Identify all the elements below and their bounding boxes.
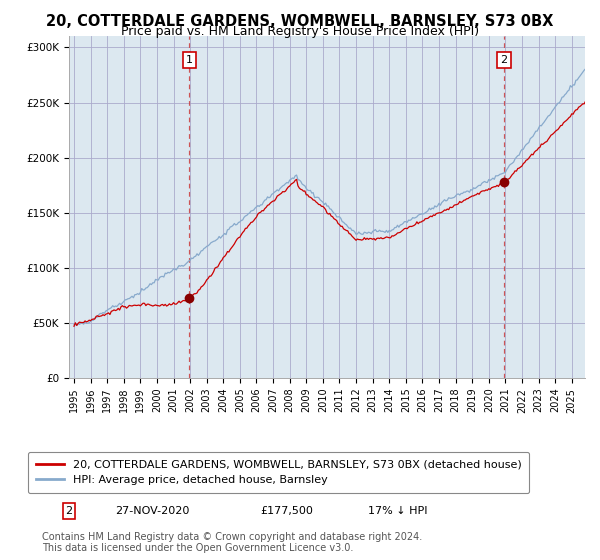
Text: 17% ↓ HPI: 17% ↓ HPI xyxy=(368,506,428,516)
Text: Contains HM Land Registry data © Crown copyright and database right 2024.
This d: Contains HM Land Registry data © Crown c… xyxy=(42,531,422,553)
Text: 4% ↓ HPI: 4% ↓ HPI xyxy=(368,480,421,491)
Text: 27-NOV-2020: 27-NOV-2020 xyxy=(115,506,190,516)
Text: Price paid vs. HM Land Registry's House Price Index (HPI): Price paid vs. HM Land Registry's House … xyxy=(121,25,479,38)
Legend: 20, COTTERDALE GARDENS, WOMBWELL, BARNSLEY, S73 0BX (detached house), HPI: Avera: 20, COTTERDALE GARDENS, WOMBWELL, BARNSL… xyxy=(28,452,529,493)
Text: 1: 1 xyxy=(65,480,73,491)
Text: £73,000: £73,000 xyxy=(260,480,305,491)
Text: 14-DEC-2001: 14-DEC-2001 xyxy=(115,480,189,491)
Text: 2: 2 xyxy=(500,55,508,66)
Text: 2: 2 xyxy=(65,506,73,516)
Text: £177,500: £177,500 xyxy=(260,506,313,516)
Text: 20, COTTERDALE GARDENS, WOMBWELL, BARNSLEY, S73 0BX: 20, COTTERDALE GARDENS, WOMBWELL, BARNSL… xyxy=(46,14,554,29)
Text: 1: 1 xyxy=(186,55,193,66)
